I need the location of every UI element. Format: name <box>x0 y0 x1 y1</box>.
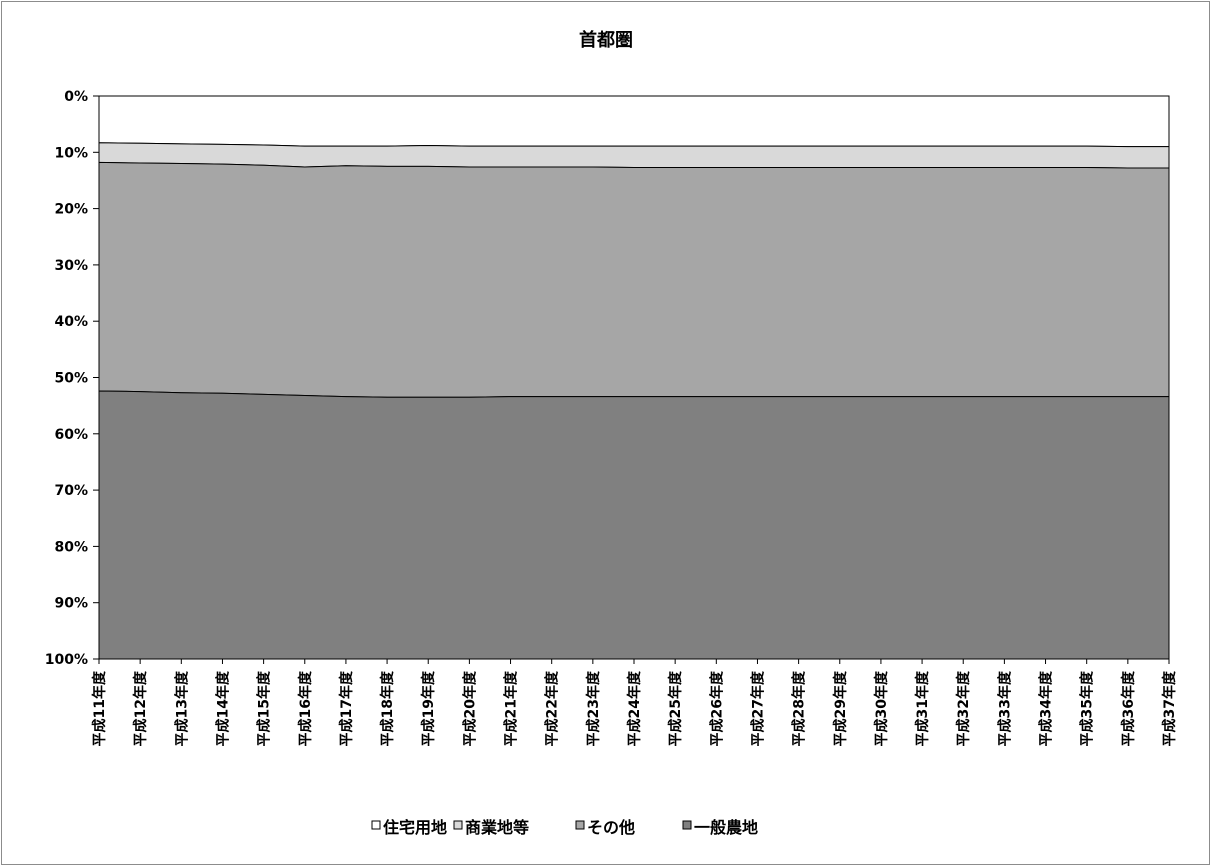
area-2 <box>98 142 1170 169</box>
y-tick-label: 50% <box>54 371 88 387</box>
x-tick-label: 平成36年度 <box>1120 670 1137 746</box>
y-tick-label: 40% <box>54 314 88 330</box>
legend-swatch <box>575 820 585 830</box>
x-tick-labels: 平成11年度 平成12年度 平成13年度 平成14年度 平成15年度 平成16年度 平成17… <box>91 659 1178 746</box>
y-tick-label: 90% <box>54 596 88 612</box>
y-tick-label: 80% <box>54 539 88 555</box>
y-tick-label: 70% <box>54 483 88 499</box>
x-tick-label: 平成22年度 <box>544 670 561 746</box>
chart-title: 首都圏 <box>579 29 633 51</box>
y-tick-label: 10% <box>54 145 88 161</box>
y-tick-labels: 0% 10% 20% 30% 40% 50% 60% 70% 80% 90% 100% <box>45 89 99 668</box>
x-tick-label: 平成11年度 <box>91 670 108 746</box>
x-tick-label: 平成30年度 <box>873 670 890 746</box>
x-tick-label: 平成28年度 <box>791 670 808 746</box>
legend-swatch <box>371 820 381 830</box>
x-tick-label: 平成29年度 <box>832 670 849 746</box>
x-tick-label: 平成24年度 <box>626 670 643 746</box>
x-tick-label: 平成37年度 <box>1161 670 1178 746</box>
x-tick-label: 平成32年度 <box>955 670 972 746</box>
x-tick-label: 平成17年度 <box>338 670 355 746</box>
y-tick-label: 20% <box>54 202 88 218</box>
x-tick-label: 平成35年度 <box>1079 670 1096 746</box>
area-1 <box>98 95 1170 148</box>
legend-label: その他 <box>587 818 635 837</box>
x-tick-label: 平成15年度 <box>256 670 273 746</box>
legend-swatch <box>453 820 463 830</box>
x-tick-label: 平成21年度 <box>503 670 520 746</box>
x-tick-label: 平成25年度 <box>667 670 684 746</box>
y-tick-label: 100% <box>45 652 88 668</box>
x-tick-label: 平成33年度 <box>996 670 1013 746</box>
x-tick-label: 平成14年度 <box>214 670 231 746</box>
x-tick-label: 平成16年度 <box>297 670 314 746</box>
x-tick-label: 平成23年度 <box>585 670 602 746</box>
x-tick-label: 平成13年度 <box>173 670 190 746</box>
x-tick-label: 平成34年度 <box>1038 670 1055 746</box>
x-tick-label: 平成26年度 <box>708 670 725 746</box>
area-3 <box>98 161 1170 398</box>
plot-areas <box>98 95 1170 660</box>
y-tick-label: 0% <box>64 89 88 105</box>
legend-label: 住宅用地 <box>383 818 447 837</box>
area-4 <box>98 390 1170 660</box>
legend: 住宅用地 商業地等 その他 一般農地 <box>371 818 758 837</box>
legend-label: 商業地等 <box>465 818 529 837</box>
x-tick-label: 平成19年度 <box>420 670 437 746</box>
y-tick-label: 30% <box>54 258 88 274</box>
x-tick-label: 平成20年度 <box>461 670 478 746</box>
x-tick-label: 平成31年度 <box>914 670 931 746</box>
x-tick-label: 平成12年度 <box>132 670 149 746</box>
y-tick-label: 60% <box>54 427 88 443</box>
legend-swatch <box>682 820 692 830</box>
x-tick-label: 平成18年度 <box>379 670 396 746</box>
x-tick-label: 平成27年度 <box>749 670 766 746</box>
legend-label: 一般農地 <box>694 818 758 837</box>
